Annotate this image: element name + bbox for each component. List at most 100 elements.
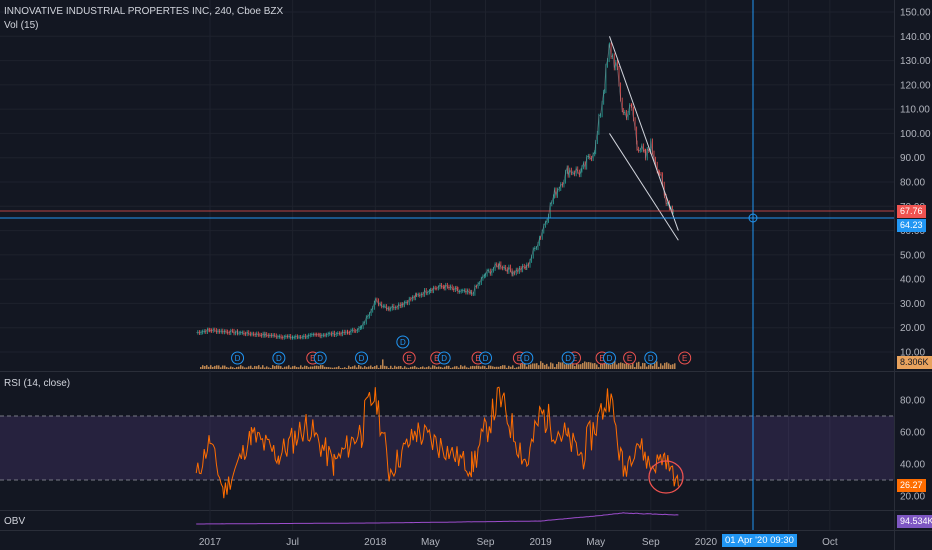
- volume-bar: [372, 367, 374, 369]
- trendline[interactable]: [609, 133, 679, 241]
- volume-bar: [382, 359, 384, 369]
- event-marker-D[interactable]: D: [602, 351, 616, 365]
- volume-bar: [532, 363, 534, 369]
- price-tick-label: 50.00: [900, 250, 925, 261]
- volume-bar: [278, 365, 280, 369]
- event-marker-label: D: [648, 354, 654, 363]
- volume-bar: [626, 360, 628, 369]
- volume-bar: [454, 366, 456, 369]
- event-marker-D[interactable]: D: [272, 351, 286, 365]
- volume-bar: [430, 367, 432, 369]
- rsi-highlight-circle[interactable]: [648, 460, 684, 494]
- volume-label[interactable]: Vol (15): [4, 20, 39, 31]
- volume-bar: [564, 364, 566, 369]
- volume-value-tag: 8.306K: [897, 356, 932, 369]
- dividend-marker[interactable]: [437, 351, 451, 365]
- event-marker-label: D: [317, 354, 323, 363]
- event-marker-D[interactable]: D: [231, 351, 245, 365]
- dividend-marker[interactable]: [479, 351, 492, 365]
- volume-bar: [554, 367, 556, 369]
- dividend-marker[interactable]: [313, 351, 327, 365]
- volume-bar: [234, 367, 236, 369]
- volume-bar: [206, 365, 208, 369]
- volume-bar: [610, 364, 612, 369]
- event-marker-E[interactable]: E: [678, 351, 692, 365]
- dividend-marker[interactable]: [396, 335, 410, 349]
- time-tick-label: 2018: [364, 537, 387, 548]
- volume-bar: [596, 364, 598, 369]
- trendlines[interactable]: [609, 36, 679, 241]
- volume-bar: [622, 363, 624, 369]
- volume-bar: [628, 362, 630, 369]
- event-marker-D[interactable]: D: [313, 351, 327, 365]
- volume-bar: [674, 363, 676, 369]
- volume-bar: [624, 363, 626, 369]
- volume-bar: [336, 367, 338, 369]
- volume-bar: [600, 361, 602, 369]
- volume-bar: [468, 367, 470, 369]
- volume-bar: [246, 367, 248, 369]
- volume-bar: [462, 366, 464, 369]
- earnings-marker[interactable]: [402, 351, 416, 365]
- trendline[interactable]: [609, 36, 679, 231]
- event-marker-D[interactable]: D: [479, 351, 492, 365]
- volume-bar: [450, 367, 452, 369]
- event-markers[interactable]: DDEDDDEEDEDEDEDEDEDE: [231, 335, 692, 365]
- event-marker-D[interactable]: D: [644, 351, 658, 365]
- crosshair-date: 01 Apr '20: [725, 535, 768, 546]
- volume-bar: [574, 366, 576, 369]
- dividend-marker[interactable]: [561, 351, 575, 365]
- rsi-label[interactable]: RSI (14, close): [4, 378, 71, 389]
- volume-bar: [666, 362, 668, 369]
- volume-bar: [242, 366, 244, 369]
- volume-bar: [510, 366, 512, 369]
- event-marker-D[interactable]: D: [437, 351, 451, 365]
- volume-bar: [482, 365, 484, 369]
- volume-bar: [360, 366, 362, 369]
- rsi-tick-label: 20.00: [900, 492, 925, 503]
- dividend-marker[interactable]: [272, 351, 286, 365]
- symbol-title[interactable]: INNOVATIVE INDUSTRIAL PROPERTES INC, 240…: [4, 6, 284, 17]
- earnings-marker[interactable]: [678, 351, 692, 365]
- dividend-marker[interactable]: [644, 351, 658, 365]
- volume-bar: [400, 366, 402, 369]
- price-tick-label: 110.00: [900, 105, 930, 116]
- volume-bar: [218, 365, 220, 369]
- volume-bar: [446, 365, 448, 369]
- volume-bar: [638, 361, 640, 369]
- event-marker-label: D: [441, 354, 447, 363]
- volume-bar: [260, 367, 262, 369]
- volume-bar: [484, 366, 486, 369]
- volume-bar: [448, 365, 450, 369]
- earnings-marker[interactable]: [623, 351, 637, 365]
- event-marker-D[interactable]: D: [355, 351, 369, 365]
- volume-bar: [300, 365, 302, 369]
- volume-bar: [356, 367, 358, 369]
- obv-value-tag: 94.534K: [897, 515, 932, 528]
- volume-bar: [378, 367, 380, 369]
- event-marker-E[interactable]: E: [402, 351, 416, 365]
- event-marker-label: D: [524, 354, 530, 363]
- volume-bar: [264, 367, 266, 369]
- volume-bar: [404, 366, 406, 369]
- volume-bar: [236, 367, 238, 369]
- obv-label[interactable]: OBV: [4, 516, 26, 527]
- event-marker-D[interactable]: D: [561, 351, 575, 365]
- volume-bar: [544, 364, 546, 369]
- crosshair-price-tag: 64.23: [897, 219, 926, 232]
- volume-bar: [474, 366, 476, 369]
- dividend-marker[interactable]: [231, 351, 245, 365]
- event-marker-label: E: [517, 354, 522, 363]
- crosshair-center: [748, 213, 758, 223]
- volume-bar: [262, 365, 264, 369]
- rsi-tick-label: 40.00: [900, 460, 925, 471]
- volume-bar: [566, 363, 568, 369]
- dividend-marker[interactable]: [520, 351, 534, 365]
- dividend-marker[interactable]: [355, 351, 369, 365]
- event-marker-E[interactable]: E: [623, 351, 637, 365]
- event-marker-D[interactable]: D: [520, 351, 534, 365]
- volume-bar: [536, 363, 538, 369]
- dividend-marker[interactable]: [602, 351, 616, 365]
- event-marker-D[interactable]: D: [396, 335, 410, 349]
